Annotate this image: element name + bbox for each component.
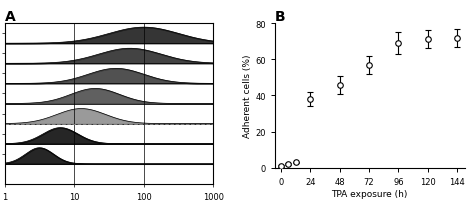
Y-axis label: Adherent cells (%): Adherent cells (%) — [244, 54, 253, 138]
X-axis label: TPA exposure (h): TPA exposure (h) — [331, 189, 408, 198]
Text: A: A — [5, 10, 16, 24]
Text: B: B — [275, 10, 285, 24]
